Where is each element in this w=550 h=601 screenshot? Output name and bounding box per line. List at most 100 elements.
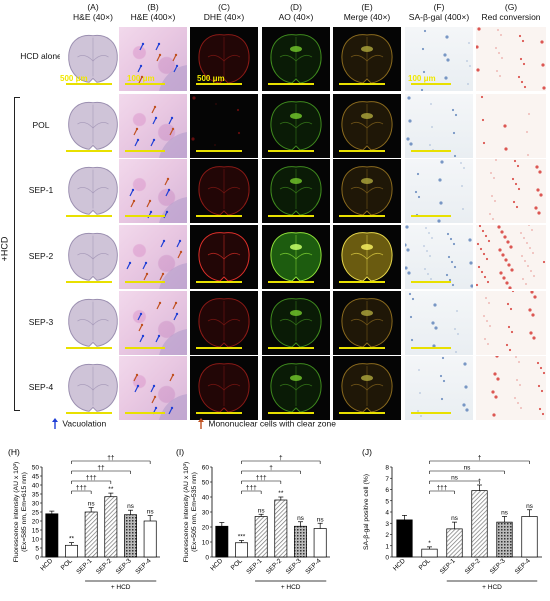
column-header-3: (D) AO (40×)	[262, 2, 330, 22]
legend-vacuolation-label: Vacuolation	[62, 418, 107, 429]
row-label-hcd-alone: HCD alone	[20, 51, 62, 61]
scale-label-a: 500 μm	[60, 74, 88, 83]
micrograph-dhe-row2	[190, 159, 258, 223]
hcd-group-bracket	[14, 97, 20, 411]
significance-label: ns	[501, 510, 509, 517]
row-label-pol: POL	[32, 120, 50, 130]
micrograph-redconv-row0	[476, 27, 546, 91]
column-header-0: (A) H&E (40×)	[59, 2, 127, 22]
comparison-label: †	[269, 465, 273, 472]
scale-bar	[196, 215, 242, 217]
scale-bar	[339, 83, 385, 85]
y-tick-label: 20	[202, 525, 210, 532]
column-letter: (A)	[87, 2, 99, 12]
comparison-label: †††	[246, 485, 257, 492]
column-letter: (B)	[147, 2, 159, 12]
micrograph-dhe-row5	[190, 356, 258, 420]
y-tick-label: 10	[32, 537, 40, 544]
column-header-6: (G) Red conversion	[477, 2, 545, 22]
bar-chart-i: (I) 0 10 20 30 40 50 60 Fluorescence intensity (…	[176, 447, 330, 591]
bar-sep-1	[254, 516, 268, 558]
column-letter: (E)	[361, 2, 373, 12]
scale-bar	[196, 281, 242, 283]
comparison-label: ns	[451, 475, 459, 482]
significance-label: ***	[238, 534, 246, 541]
micrograph-ao-row0	[262, 27, 330, 91]
y-tick-label: 2	[385, 532, 389, 539]
micrograph-dhe-row1	[190, 94, 258, 158]
y-tick-label: 20	[32, 519, 40, 526]
y-tick-label: 40	[202, 495, 210, 502]
column-title: H&E (40×)	[73, 12, 113, 22]
significance-label: ns	[258, 507, 266, 514]
micrograph-merge-row2	[333, 159, 401, 223]
scale-label-c: 500 μm	[197, 74, 225, 83]
bar-sep-2	[471, 490, 488, 558]
row-label-sep-3: SEP-3	[28, 317, 54, 327]
y-tick-label: 25	[32, 510, 40, 517]
micrograph-he40-row4	[60, 291, 126, 355]
bar-sep-4	[313, 528, 327, 558]
y-axis-label-2: (Ex=585 nm, Em=615 nm)	[21, 472, 28, 552]
significance-label: **	[278, 490, 284, 497]
micrograph-redconv-row3	[476, 225, 546, 289]
significance-label: ns	[147, 509, 155, 516]
scale-bar	[66, 83, 112, 85]
scale-bar	[125, 347, 165, 349]
micrograph-ao-row2	[262, 159, 330, 223]
bar-hcd	[396, 519, 413, 558]
vacuolation-arrow-icon	[52, 418, 58, 429]
micrograph-he400-row2	[119, 159, 187, 223]
column-title: Red conversion	[481, 12, 541, 22]
comparison-label: ns	[464, 465, 472, 472]
y-axis-label: Fluorescence intensity (AU x 10³)	[13, 462, 20, 562]
scale-bar	[66, 347, 112, 349]
bar-sep-1	[84, 511, 98, 558]
y-tick-label: 1	[385, 543, 389, 550]
bar-pol	[235, 542, 248, 558]
micrograph-dhe-row0	[190, 27, 258, 91]
comparison-label: †††	[437, 485, 448, 492]
x-tick-label: POL	[418, 557, 432, 571]
micrograph-dhe-row4	[190, 291, 258, 355]
micrograph-merge-row0	[333, 27, 401, 91]
significance-label: ns	[451, 515, 459, 522]
scale-bar	[268, 83, 314, 85]
bar-sep-3	[124, 514, 137, 558]
micrograph-ao-row1	[262, 94, 330, 158]
micrograph-sagal-row1	[405, 94, 473, 158]
y-tick-label: 6	[385, 487, 389, 494]
significance-label: **	[108, 486, 114, 493]
y-tick-label: 30	[202, 510, 210, 517]
legend-mononuclear: Mononuclear cells with clear zone	[196, 418, 336, 430]
y-tick-label: 35	[32, 492, 40, 499]
scale-bar	[66, 150, 112, 152]
scale-bar	[268, 215, 314, 217]
scale-bar	[268, 150, 314, 152]
bar-sep-3	[496, 521, 513, 558]
bar-sep-4	[521, 516, 538, 558]
legend-mononuclear-label: Mononuclear cells with clear zone	[208, 418, 336, 429]
x-tick-label: SEP-4	[304, 557, 323, 576]
y-tick-label: 4	[385, 510, 389, 517]
bar-hcd	[45, 513, 59, 558]
group-label: + HCD	[281, 584, 301, 591]
scale-label-f: 100 μm	[408, 74, 436, 83]
mononuclear-arrow-icon	[198, 418, 204, 429]
y-tick-label: 50	[32, 465, 40, 472]
micrograph-sagal-row3	[405, 225, 473, 289]
micrograph-sagal-row5	[405, 356, 473, 420]
micrograph-ao-row4	[262, 291, 330, 355]
x-tick-label: SEP-1	[75, 557, 94, 576]
y-tick-label: 60	[202, 465, 210, 472]
scale-bar	[66, 281, 112, 283]
bar-sep-2	[104, 496, 118, 558]
scale-bar	[339, 412, 385, 414]
column-header-5: (F) SA-β-gal (400×)	[405, 2, 473, 22]
comparison-label: †††	[256, 475, 267, 482]
micrograph-merge-row4	[333, 291, 401, 355]
scale-bar	[196, 83, 242, 85]
y-tick-label: 10	[202, 540, 210, 547]
column-letter: (D)	[290, 2, 302, 12]
micrograph-he40-row3	[60, 225, 126, 289]
